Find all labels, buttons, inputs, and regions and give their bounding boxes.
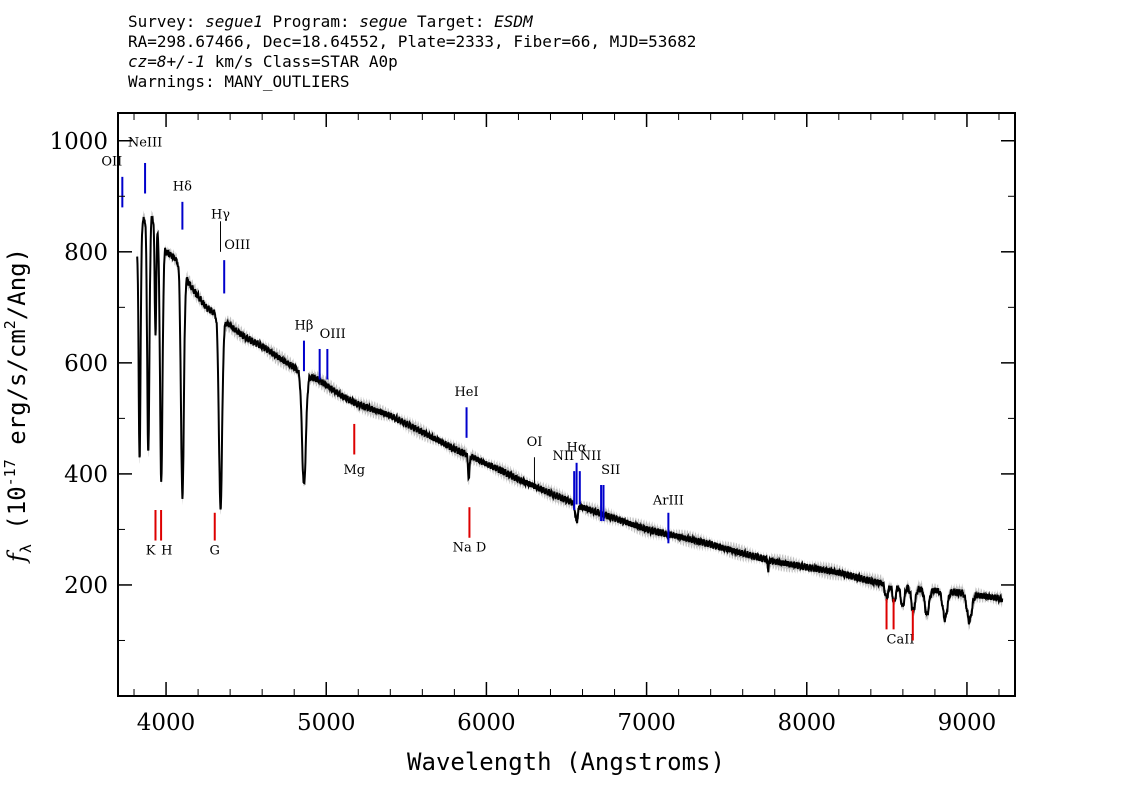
y-axis-title: fλ (10-17 erg/s/cm2/Ang) [1,248,35,564]
target-label: Target: [417,12,485,31]
y-axis-exponent: -17 [1,459,19,486]
y-tick-label: 1000 [49,129,108,155]
line-marker-label-21: CaII [887,632,915,647]
line-marker-label-12: NII [580,449,602,464]
line-marker-label-13: SII [601,463,620,478]
line-marker-label-18: H [161,543,172,558]
y-tick-label: 600 [64,351,108,377]
program-value: segue [359,12,408,31]
line-marker-label-5: Hβ [295,319,314,334]
x-tick-label: 7000 [617,710,676,736]
x-tick-label: 9000 [938,710,997,736]
line-marker-layer: OIINeIIIHδHγOIIIHβOIIIHeIOINIIHαNIISIIAr… [101,135,914,647]
x-tick-label: 4000 [137,710,196,736]
error-band [137,210,1003,631]
line-marker-label-20: Na D [453,541,487,556]
line-marker-label-11: Hα [567,441,587,456]
line-marker-label-15: ArIII [652,493,684,508]
line-marker-label-4: OIII [224,238,250,253]
y-axis-units-1: (10 [3,486,31,544]
x-tick-label: 8000 [777,710,836,736]
line-marker-label-19: G [210,543,220,558]
series-layer [136,210,1004,631]
x-tick-label: 6000 [457,710,516,736]
line-marker-label-1: NeIII [128,135,162,150]
line-marker-label-2: Hδ [173,180,192,195]
line-marker-label-10: NII [553,449,575,464]
header-line-3: cz=8+/-1 km/s Class=STAR A0p [128,52,696,72]
spectrum-line [136,215,1004,625]
y-axis-units-3: /Ang) [3,248,31,320]
redshift-value: cz=8+/-1 [128,52,206,71]
y-tick-label: 800 [64,240,108,266]
header-line-2: RA=298.67466, Dec=18.64552, Plate=2333, … [128,32,697,51]
y-axis-exponent-2: 2 [1,320,19,329]
line-marker-label-16: Mg [343,463,365,478]
header-line-1: Survey: segue1 Program: segue Target: ES… [128,12,696,32]
y-axis-units-2: erg/s/cm [3,329,31,459]
y-axis-lambda-subscript: λ [17,544,35,553]
line-marker-label-3: Hγ [211,207,230,222]
x-axis-title: Wavelength (Angstroms) [407,748,725,776]
line-marker-label-0: OII [101,155,122,170]
line-marker-label-17: K [146,543,156,558]
y-tick-label: 200 [64,573,108,599]
plot-frame [117,112,1016,697]
tick-layer: 4000 5000 6000 7000 8000 9000 200 400 600 800 1000 [49,113,1015,736]
x-tick-label: 5000 [297,710,356,736]
plot-header: Survey: segue1 Program: segue Target: ES… [128,12,696,92]
line-marker-label-8: HeI [454,385,478,400]
header-line-4: Warnings: MANY_OUTLIERS [128,72,350,91]
line-marker-label-6: OIII [320,327,346,342]
class-text: km/s Class=STAR A0p [205,52,398,71]
y-tick-label: 400 [64,462,108,488]
program-label: Program: [272,12,350,31]
target-value: ESDM [494,12,533,31]
survey-value: segue1 [205,12,263,31]
survey-label: Survey: [128,12,196,31]
line-marker-label-9: OI [527,435,543,450]
